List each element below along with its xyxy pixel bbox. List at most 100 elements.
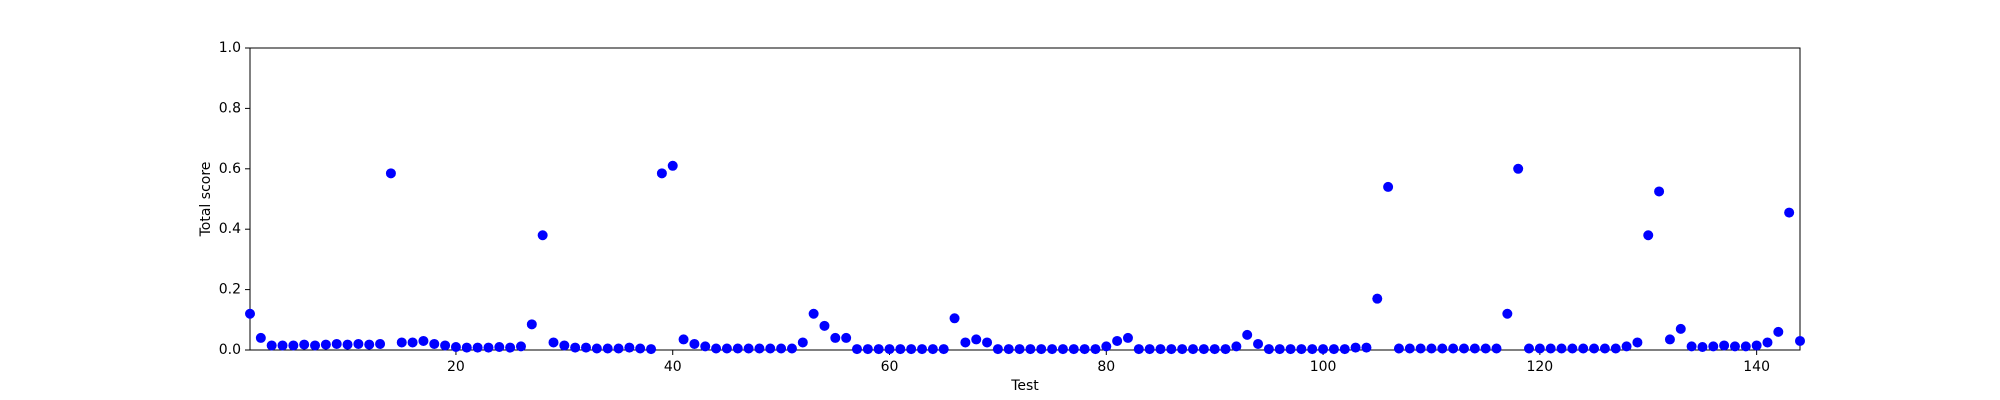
point (375, 338, 386, 349)
point (505, 342, 516, 353)
point (1458, 343, 1469, 354)
point (591, 343, 602, 354)
point (1415, 343, 1426, 354)
point (1339, 344, 1350, 355)
x-tick-label: 120 (1526, 359, 1553, 375)
point (1437, 343, 1448, 354)
point (440, 340, 451, 351)
point (1480, 343, 1491, 354)
y-tick-label: 0.0 (219, 342, 241, 358)
point (1610, 343, 1621, 354)
point (678, 334, 689, 345)
point (776, 343, 787, 354)
point (1372, 293, 1383, 304)
point (1567, 343, 1578, 354)
point (1524, 343, 1535, 354)
point (992, 344, 1003, 355)
point (1112, 335, 1123, 346)
point (1654, 186, 1665, 197)
point (1285, 344, 1296, 355)
plot-frame (249, 47, 1801, 351)
point (917, 344, 928, 355)
y-tick-label: 0.2 (219, 282, 241, 298)
point (299, 339, 310, 350)
x-tick-label: 40 (664, 359, 682, 375)
point (624, 342, 635, 353)
point (1383, 181, 1394, 192)
point (938, 344, 949, 355)
point (1122, 332, 1133, 343)
point (1166, 344, 1177, 355)
point (1144, 344, 1155, 355)
point (1274, 344, 1285, 355)
point (1491, 343, 1502, 354)
point (548, 337, 559, 348)
point (1079, 344, 1090, 355)
point (1740, 341, 1751, 352)
point (1318, 344, 1329, 355)
point (1513, 163, 1524, 174)
x-axis-label: Test (1010, 378, 1039, 394)
x-tick-label: 80 (1097, 359, 1115, 375)
point (1014, 344, 1025, 355)
point (895, 344, 906, 355)
point (1209, 344, 1220, 355)
point (765, 343, 776, 354)
point (483, 342, 494, 353)
point (841, 332, 852, 343)
point (494, 341, 505, 352)
point (1762, 337, 1773, 348)
point (1621, 341, 1632, 352)
point (1448, 343, 1459, 354)
point (1599, 343, 1610, 354)
point (1361, 342, 1372, 353)
point (797, 337, 808, 348)
point (754, 343, 765, 354)
point (1307, 344, 1318, 355)
point (1003, 344, 1014, 355)
point (1188, 344, 1199, 355)
x-tick-label: 20 (447, 359, 465, 375)
point (808, 308, 819, 319)
x-tick-label: 100 (1310, 359, 1337, 375)
point (982, 337, 993, 348)
point (288, 340, 299, 351)
point (786, 343, 797, 354)
point (461, 342, 472, 353)
point (1545, 343, 1556, 354)
point (667, 160, 678, 171)
point (949, 313, 960, 324)
point (1350, 342, 1361, 353)
point (353, 338, 364, 349)
point (646, 344, 657, 355)
point (971, 334, 982, 345)
point (1795, 335, 1805, 346)
y-tick-label: 0.8 (219, 100, 241, 116)
point (537, 230, 548, 241)
point (1036, 344, 1047, 355)
point (1686, 341, 1697, 352)
point (1664, 334, 1675, 345)
point (1708, 341, 1719, 352)
point (1220, 344, 1231, 355)
point (320, 339, 331, 350)
point (1090, 344, 1101, 355)
point (602, 343, 613, 354)
point (1198, 344, 1209, 355)
point (255, 332, 266, 343)
y-axis-label: Total score (198, 162, 214, 238)
point (1296, 344, 1307, 355)
point (396, 337, 407, 348)
point (851, 344, 862, 355)
point (1426, 343, 1437, 354)
point (342, 339, 353, 350)
point (418, 335, 429, 346)
point (245, 308, 255, 319)
point (1469, 343, 1480, 354)
point (277, 340, 288, 351)
point (1578, 343, 1589, 354)
y-tick-label: 1.0 (219, 40, 241, 56)
point (1404, 343, 1415, 354)
point (927, 344, 938, 355)
